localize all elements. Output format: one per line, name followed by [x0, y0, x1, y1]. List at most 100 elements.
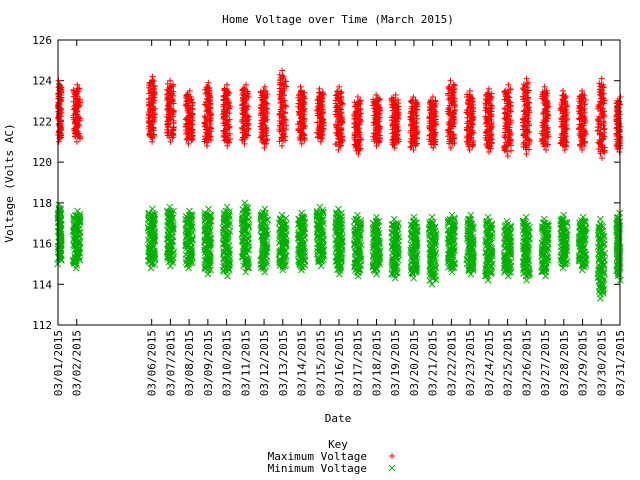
data-point — [164, 132, 171, 139]
y-tick-label: 116 — [32, 238, 52, 251]
data-point — [185, 91, 192, 98]
data-point — [70, 86, 77, 93]
data-point — [151, 89, 158, 96]
x-tick-label: 03/11/2015 — [239, 330, 252, 396]
data-point — [205, 79, 212, 86]
chart-title: Home Voltage over Time (March 2015) — [222, 13, 454, 26]
x-tick-label: 03/30/2015 — [595, 330, 608, 396]
x-tick-label: 03/14/2015 — [296, 330, 309, 396]
data-point — [163, 126, 170, 133]
data-point — [525, 79, 532, 86]
x-tick-label: 03/09/2015 — [202, 330, 215, 396]
data-point — [55, 138, 62, 145]
x-tick-label: 03/24/2015 — [483, 330, 496, 396]
data-point — [617, 94, 624, 100]
data-point — [201, 113, 208, 120]
data-point — [504, 153, 511, 160]
data-point — [485, 85, 492, 92]
x-tick-label: 03/18/2015 — [370, 330, 383, 396]
x-tick-label: 03/08/2015 — [183, 330, 196, 396]
data-point — [542, 272, 549, 280]
data-point — [205, 205, 212, 213]
data-point — [261, 83, 268, 90]
data-point — [316, 85, 323, 92]
data-point — [148, 205, 156, 213]
data-point — [203, 84, 210, 91]
x-tick-label: 03/16/2015 — [333, 330, 346, 396]
x-tick-label: 03/01/2015 — [52, 330, 65, 396]
data-point — [354, 94, 361, 100]
data-point — [149, 138, 156, 145]
data-point — [297, 83, 304, 90]
data-point — [601, 125, 608, 132]
x-tick-label: 03/20/2015 — [408, 330, 421, 396]
data-point — [145, 109, 152, 116]
data-point — [410, 213, 418, 221]
data-point — [523, 75, 530, 82]
data-point — [185, 140, 192, 147]
data-point — [561, 146, 568, 153]
data-point — [149, 73, 156, 80]
data-point — [74, 81, 81, 88]
data-point — [466, 87, 473, 94]
data-point — [447, 77, 454, 84]
series-minimum-voltage — [54, 199, 624, 302]
data-point — [410, 274, 417, 282]
data-point — [507, 147, 514, 154]
data-point — [56, 80, 63, 87]
data-point — [55, 77, 62, 84]
x-tick-label: 03/02/2015 — [71, 330, 84, 396]
data-point — [146, 117, 153, 124]
data-point — [220, 127, 227, 134]
x-tick-label: 03/10/2015 — [221, 330, 234, 396]
x-tick-label: 03/12/2015 — [258, 330, 271, 396]
data-point — [354, 272, 362, 280]
x-tick-label: 03/17/2015 — [352, 330, 365, 396]
plot-area — [54, 67, 624, 302]
y-tick-label: 112 — [32, 319, 52, 332]
y-axis-label: Voltage (Volts AC) — [3, 123, 16, 242]
x-tick-label: 03/31/2015 — [614, 330, 627, 396]
x-tick-label: 03/29/2015 — [577, 330, 590, 396]
y-tick-label: 118 — [32, 197, 52, 210]
data-point — [167, 77, 174, 84]
data-point — [73, 138, 80, 145]
y-tick-label: 114 — [32, 278, 52, 291]
data-point — [466, 146, 473, 153]
x-axis: 03/01/2015 03/02/2015 03/06/2015 03/07/2015… — [52, 40, 627, 396]
series-maximum-voltage — [55, 67, 624, 162]
x-tick-label: 03/07/2015 — [164, 330, 177, 396]
x-tick-label: 03/06/2015 — [146, 330, 159, 396]
data-point — [167, 138, 174, 145]
data-point — [540, 215, 548, 223]
y-tick-label: 122 — [32, 115, 52, 128]
data-point — [146, 101, 153, 108]
data-point — [224, 272, 231, 280]
data-point — [150, 131, 157, 138]
y-tick-label: 124 — [32, 75, 52, 88]
x-axis-label: Date — [325, 412, 352, 425]
data-point — [166, 262, 174, 270]
data-point — [451, 82, 458, 89]
x-tick-label: 03/28/2015 — [558, 330, 571, 396]
x-tick-label: 03/19/2015 — [389, 330, 402, 396]
x-tick-label: 03/27/2015 — [539, 330, 552, 396]
x-tick-label: 03/23/2015 — [464, 330, 477, 396]
data-point — [170, 117, 177, 124]
data-point — [204, 142, 211, 149]
x-tick-label: 03/15/2015 — [314, 330, 327, 396]
data-point — [170, 81, 177, 88]
y-tick-label: 126 — [32, 34, 52, 47]
data-point — [186, 87, 193, 94]
data-point — [598, 155, 605, 162]
data-point — [146, 95, 153, 102]
data-point — [185, 133, 192, 140]
x-tick-label: 03/13/2015 — [277, 330, 290, 396]
x-tick-label: 03/21/2015 — [427, 330, 440, 396]
x-tick-label: 03/26/2015 — [520, 330, 533, 396]
data-point — [56, 121, 63, 128]
data-point — [183, 136, 190, 143]
data-point — [164, 80, 171, 87]
